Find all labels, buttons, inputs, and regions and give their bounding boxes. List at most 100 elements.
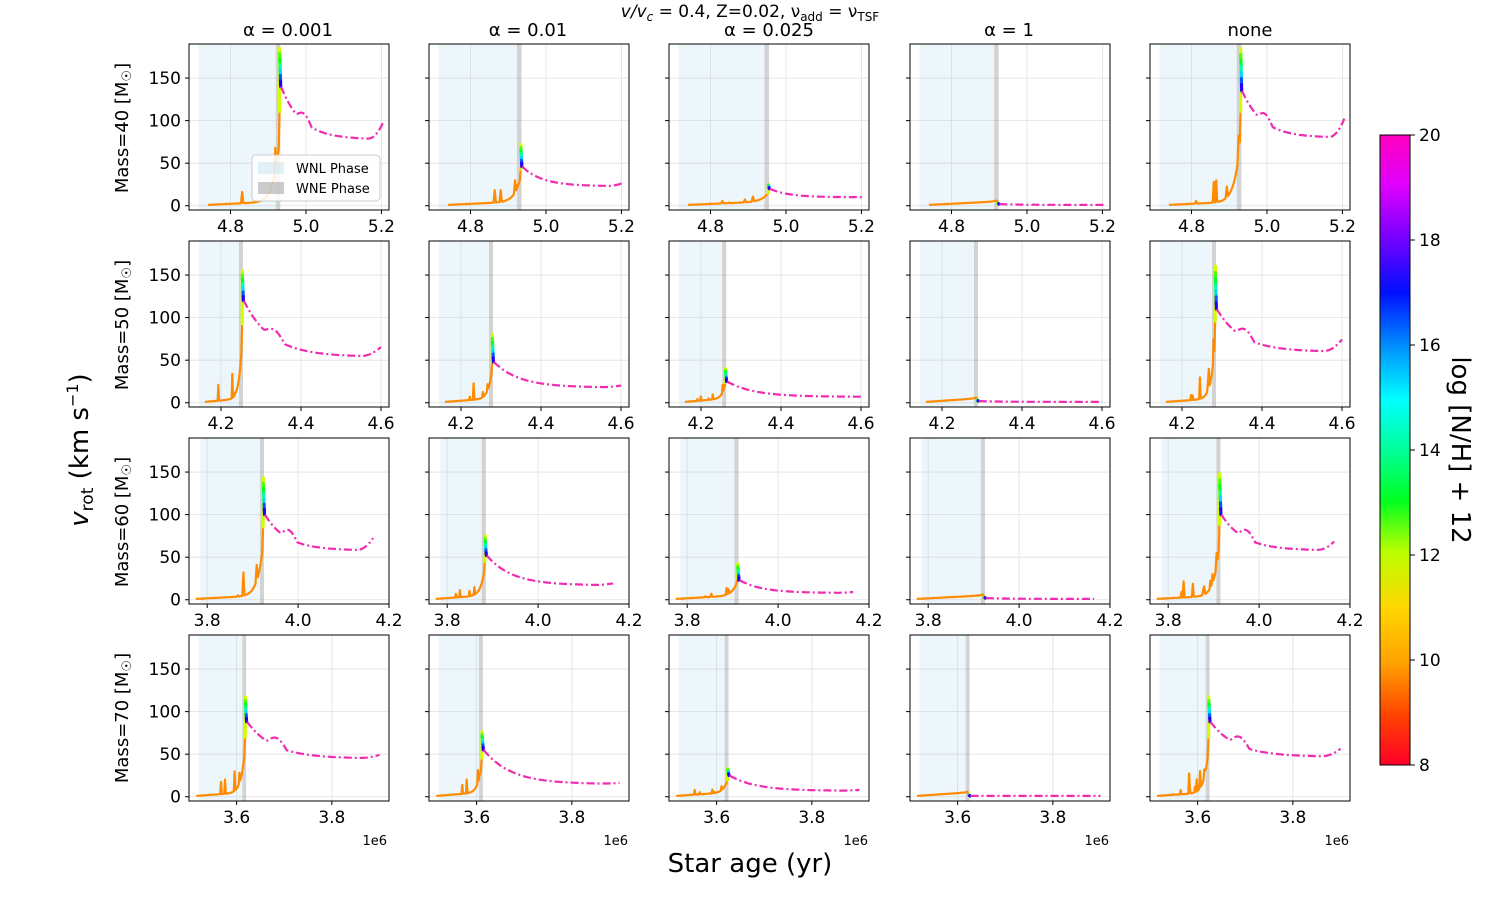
wnl-phase-region	[438, 635, 479, 801]
xtick-label: 4.2	[615, 611, 642, 631]
row-label-3: Mass=70 [M☉]	[112, 653, 135, 783]
xtick-label: 3.6	[944, 808, 971, 828]
panel-frame	[428, 43, 630, 211]
xtick-label: 5.0	[772, 217, 799, 237]
xtick-label: 3.8	[558, 808, 585, 828]
panel-r2-c2: 3.8 4.0 4.2	[665, 437, 883, 631]
gridlines	[189, 438, 389, 604]
series-growth	[1156, 524, 1221, 600]
ytick-label: 150	[149, 266, 181, 286]
xtick-label: 5.0	[292, 217, 319, 237]
panel-frame	[1149, 43, 1351, 211]
series-tail	[521, 165, 624, 187]
panel-frame	[909, 634, 1111, 802]
xtick-label: 3.8	[434, 611, 461, 631]
ytick-label: 100	[149, 112, 181, 132]
xtick-label: 5.0	[1013, 217, 1040, 237]
xtick-label: 4.2	[855, 611, 882, 631]
xtick-label: 3.8	[1155, 611, 1182, 631]
ytick-label: 0	[170, 394, 181, 414]
wne-phase-region	[479, 635, 483, 801]
gridlines	[669, 635, 869, 801]
gridlines	[669, 438, 869, 604]
gridlines	[1150, 438, 1350, 604]
panel-r3-c2: 3.6 3.8	[665, 634, 870, 828]
ytick-label: 0	[170, 197, 181, 217]
xtick-label: 3.8	[1039, 808, 1066, 828]
colorbar-ticks: 8 10 12 14 16 18 20	[1410, 126, 1441, 776]
offset-label-4: 1e6	[1324, 834, 1349, 849]
column-title-0: α = 0.001	[243, 20, 333, 41]
offset-label-2: 1e6	[843, 834, 868, 849]
series-tail	[1220, 514, 1335, 552]
column-title-1: α = 0.01	[489, 20, 567, 41]
panel-frame	[668, 437, 870, 605]
gridlines	[1150, 635, 1350, 801]
xtick-label: 4.4	[1008, 414, 1035, 434]
series-tail	[728, 774, 860, 792]
column-titles: α = 0.001 α = 0.01 α = 0.025 α = 1 none	[243, 20, 1272, 41]
panel-frame	[1149, 634, 1351, 802]
panel-frame	[188, 240, 390, 408]
panel-r0-c3: 4.8 5.0 5.2	[906, 43, 1116, 237]
xtick-label: 4.0	[525, 611, 552, 631]
series-growth	[195, 736, 247, 797]
xtick-label: 3.6	[223, 808, 250, 828]
series-growth	[447, 168, 522, 206]
xtick-label: 4.2	[375, 611, 402, 631]
series-growth	[435, 561, 486, 600]
xtick-label: 3.8	[1279, 808, 1306, 828]
series-tail	[985, 596, 1095, 600]
panel-r0-c2: 4.8 5.0 5.2	[665, 43, 875, 237]
ytick-label: 0	[170, 788, 181, 808]
series-tail	[1209, 721, 1342, 758]
wne-phase-region	[980, 438, 985, 604]
x-axis-label: Star age (yr)	[668, 849, 833, 879]
xtick-label: 4.0	[285, 611, 312, 631]
xtick-label: 4.4	[527, 414, 554, 434]
xtick-label: 4.4	[1248, 414, 1275, 434]
xtick-label: 5.2	[1329, 217, 1356, 237]
wne-phase-region	[1236, 44, 1242, 210]
panel-r1-c2: 4.2 4.4 4.6	[665, 240, 875, 434]
ytick-label: 50	[159, 548, 181, 568]
xtick-label: 3.8	[915, 611, 942, 631]
xtick-label: 4.8	[217, 217, 244, 237]
xtick-label: 3.6	[1184, 808, 1211, 828]
wne-phase-region	[481, 438, 486, 604]
panel-frame	[668, 240, 870, 408]
series-growth	[1165, 320, 1217, 403]
panel-r2-c0: 0 50 100 150 3.8 4.0 4.2	[149, 437, 403, 631]
wne-phase-region	[734, 438, 739, 604]
panel-r1-c4: 4.2 4.4 4.6	[1146, 240, 1356, 434]
wne-phase-region	[974, 241, 978, 407]
panel-frame	[909, 437, 1111, 605]
panel-r3-c3: 3.6 3.8	[906, 634, 1111, 828]
xtick-label: 3.8	[318, 808, 345, 828]
colorbar-tick-label: 8	[1419, 756, 1430, 776]
series-growth	[928, 199, 999, 206]
column-title-3: α = 1	[984, 20, 1034, 41]
ytick-label: 100	[149, 703, 181, 723]
series-growth	[195, 526, 265, 600]
wne-phase-region	[965, 635, 970, 801]
xtick-label: 4.2	[687, 414, 714, 434]
panel-frame	[909, 43, 1111, 211]
legend: WNL Phase WNE Phase	[251, 154, 381, 202]
panel-grid: 0 50 100 150 4.8 5.0 5.2 4.8 5.0 5.2 4.8 5.0 5.2 4.8 5…	[149, 43, 1364, 828]
series-growth	[925, 396, 979, 403]
xtick-label: 3.8	[674, 611, 701, 631]
wnl-phase-region	[678, 44, 765, 210]
gridlines	[429, 44, 629, 210]
ytick-label: 150	[149, 463, 181, 483]
gridlines	[1150, 241, 1350, 407]
xtick-label: 5.2	[608, 217, 635, 237]
wnl-phase-region	[919, 635, 966, 801]
ytick-label: 50	[159, 351, 181, 371]
wnl-phase-region	[678, 635, 725, 801]
xtick-label: 5.0	[532, 217, 559, 237]
gridlines	[910, 635, 1110, 801]
xtick-label: 3.8	[194, 611, 221, 631]
ytick-label: 50	[159, 745, 181, 765]
panel-r0-c4: 4.8 5.0 5.2	[1146, 43, 1356, 237]
